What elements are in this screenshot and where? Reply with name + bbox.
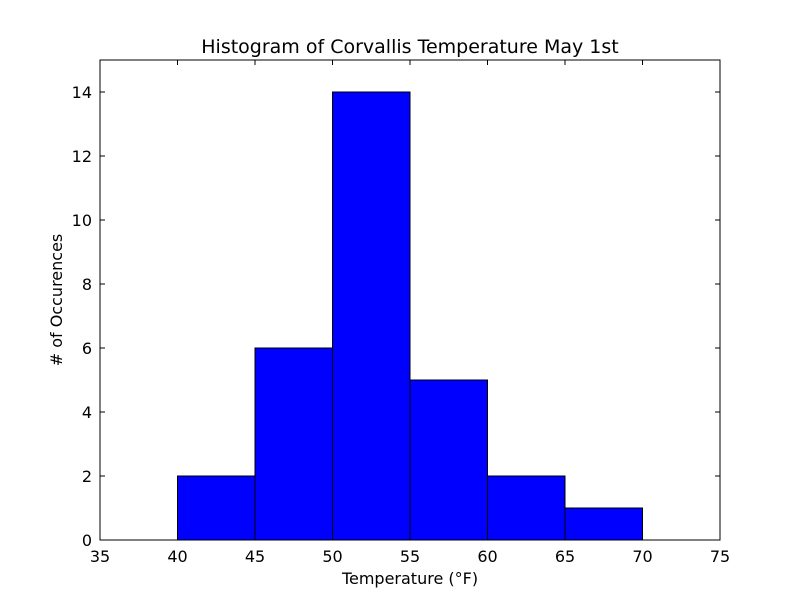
- histogram-bar-60-65: [487, 475, 566, 541]
- tick-group: 35 40 45 50 55 60 65 70 75 0 2 4 6 8 10 12 14: [72, 60, 730, 566]
- x-tick-label: 50: [322, 547, 342, 566]
- y-tick-label: 6: [82, 339, 92, 358]
- y-tick-label: 0: [82, 531, 92, 550]
- histogram-bar-40-45: [177, 475, 256, 541]
- x-tick-label: 40: [167, 547, 187, 566]
- x-tick-label: 75: [710, 547, 730, 566]
- x-tick-label: 55: [400, 547, 420, 566]
- y-axis-label: # of Occurences: [47, 234, 66, 367]
- histogram-bar-45-50: [254, 347, 333, 541]
- y-tick-label: 14: [72, 83, 92, 102]
- y-tick-label: 2: [82, 467, 92, 486]
- x-tick-label: 45: [245, 547, 265, 566]
- histogram-bar-55-60: [409, 379, 488, 541]
- x-axis-label: Temperature (°F): [341, 569, 478, 588]
- x-tick-label: 35: [90, 547, 110, 566]
- histogram-bar-65-70: [564, 507, 643, 541]
- y-tick-label: 4: [82, 403, 92, 422]
- y-tick-label: 10: [72, 211, 92, 230]
- y-tick-label: 12: [72, 147, 92, 166]
- histogram-bar-50-55: [332, 91, 411, 541]
- x-tick-label: 65: [555, 547, 575, 566]
- x-tick-label: 70: [632, 547, 652, 566]
- chart-title: Histogram of Corvallis Temperature May 1…: [201, 36, 618, 58]
- x-tick-label: 60: [477, 547, 497, 566]
- y-tick-label: 8: [82, 275, 92, 294]
- plot-frame: [99, 59, 721, 541]
- bar-group: [177, 91, 643, 541]
